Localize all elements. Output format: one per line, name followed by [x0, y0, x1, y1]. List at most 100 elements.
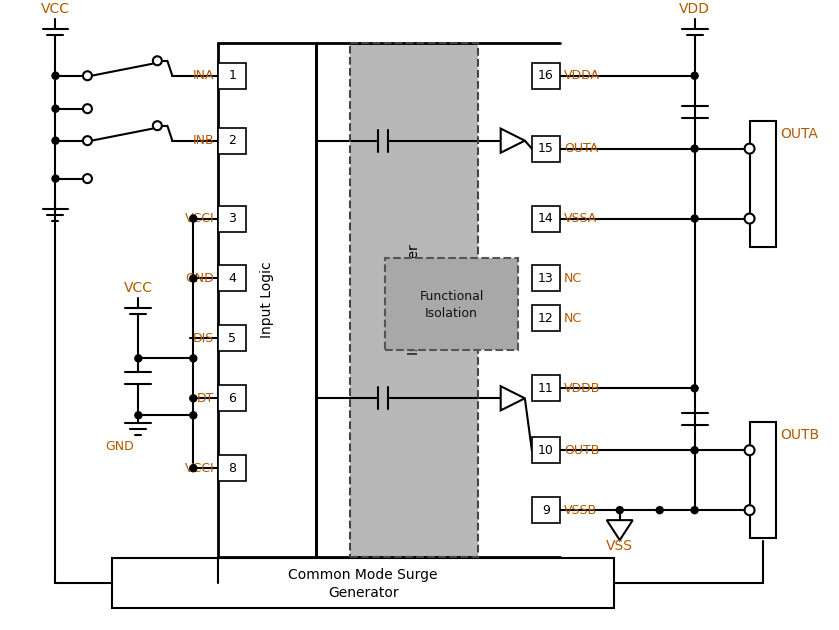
Bar [532, 135, 560, 162]
Text: 2: 2 [228, 134, 237, 147]
Text: VSS: VSS [607, 539, 633, 553]
Circle shape [83, 71, 92, 80]
Circle shape [83, 136, 92, 145]
Circle shape [744, 144, 754, 154]
Text: 13: 13 [538, 272, 554, 285]
Text: OUTB: OUTB [564, 444, 599, 457]
Text: NC: NC [564, 312, 582, 325]
Circle shape [691, 215, 698, 222]
Circle shape [190, 395, 197, 402]
Bar [218, 386, 246, 411]
Text: NC: NC [564, 272, 582, 285]
Text: DIS: DIS [193, 332, 214, 345]
Circle shape [153, 121, 162, 130]
Text: VDDA: VDDA [564, 69, 600, 83]
Polygon shape [501, 129, 525, 152]
Bar [532, 205, 560, 232]
Bar [218, 265, 246, 292]
Text: GND: GND [106, 440, 134, 453]
Text: OUTA: OUTA [564, 142, 598, 155]
Circle shape [691, 72, 698, 79]
Bar [218, 128, 246, 154]
Circle shape [135, 412, 142, 419]
Bar [749, 121, 775, 246]
Circle shape [135, 355, 142, 362]
Text: GND: GND [185, 272, 214, 285]
Circle shape [691, 507, 698, 513]
Text: Isolation: Isolation [425, 307, 478, 320]
Circle shape [744, 505, 754, 515]
Circle shape [190, 465, 197, 472]
Text: VCC: VCC [41, 2, 70, 16]
Bar [350, 43, 478, 557]
Bar [532, 63, 560, 89]
Text: 11: 11 [538, 382, 554, 395]
Bar [532, 437, 560, 463]
Text: 10: 10 [538, 444, 554, 457]
Circle shape [52, 72, 59, 79]
Bar [532, 497, 560, 523]
Text: VSSB: VSSB [564, 503, 597, 517]
Text: Isolation Barrier: Isolation Barrier [407, 244, 421, 355]
Circle shape [52, 175, 59, 182]
Circle shape [744, 214, 754, 224]
Text: 12: 12 [538, 312, 554, 325]
Text: 4: 4 [228, 272, 237, 285]
Text: INA: INA [193, 69, 214, 83]
Circle shape [190, 355, 197, 362]
Text: Functional: Functional [420, 290, 483, 303]
Bar [385, 258, 518, 350]
Text: VDD: VDD [679, 2, 710, 16]
Text: Input Logic: Input Logic [260, 261, 274, 338]
Text: 5: 5 [228, 332, 237, 345]
Bar [749, 422, 775, 538]
Bar [532, 375, 560, 401]
Circle shape [744, 445, 754, 455]
Text: 6: 6 [228, 392, 237, 405]
Polygon shape [607, 520, 633, 540]
Text: 8: 8 [228, 462, 237, 475]
Text: 9: 9 [542, 503, 550, 517]
Circle shape [52, 105, 59, 112]
Text: DT: DT [197, 392, 214, 405]
Text: VSSA: VSSA [564, 212, 597, 225]
Text: Common Mode Surge: Common Mode Surge [289, 568, 438, 582]
Circle shape [52, 137, 59, 144]
Circle shape [83, 174, 92, 183]
Polygon shape [501, 386, 525, 410]
Circle shape [190, 275, 197, 282]
Bar [218, 455, 246, 481]
Text: VDDB: VDDB [564, 382, 600, 395]
Bar [218, 63, 246, 89]
Circle shape [153, 56, 162, 66]
Bar [532, 306, 560, 331]
Circle shape [691, 145, 698, 152]
Circle shape [656, 507, 663, 513]
Text: 15: 15 [538, 142, 554, 155]
Text: Generator: Generator [328, 586, 399, 600]
Circle shape [616, 507, 623, 513]
Circle shape [190, 215, 197, 222]
Circle shape [83, 104, 92, 113]
Circle shape [691, 385, 698, 392]
Text: 14: 14 [538, 212, 554, 225]
Bar [112, 558, 614, 608]
Text: INB: INB [193, 134, 214, 147]
Text: OUTB: OUTB [780, 428, 820, 442]
Text: VCCI: VCCI [185, 212, 214, 225]
Text: 16: 16 [538, 69, 554, 83]
Bar [218, 326, 246, 352]
Text: OUTA: OUTA [780, 127, 818, 140]
Bar [218, 205, 246, 232]
Text: 1: 1 [228, 69, 237, 83]
Bar [532, 265, 560, 292]
Circle shape [746, 215, 753, 222]
Text: VCCI: VCCI [185, 462, 214, 475]
Circle shape [746, 507, 753, 513]
Bar [218, 43, 316, 557]
Circle shape [691, 447, 698, 454]
Bar [350, 43, 478, 557]
Circle shape [190, 412, 197, 419]
Text: 3: 3 [228, 212, 237, 225]
Text: VCC: VCC [124, 282, 153, 295]
